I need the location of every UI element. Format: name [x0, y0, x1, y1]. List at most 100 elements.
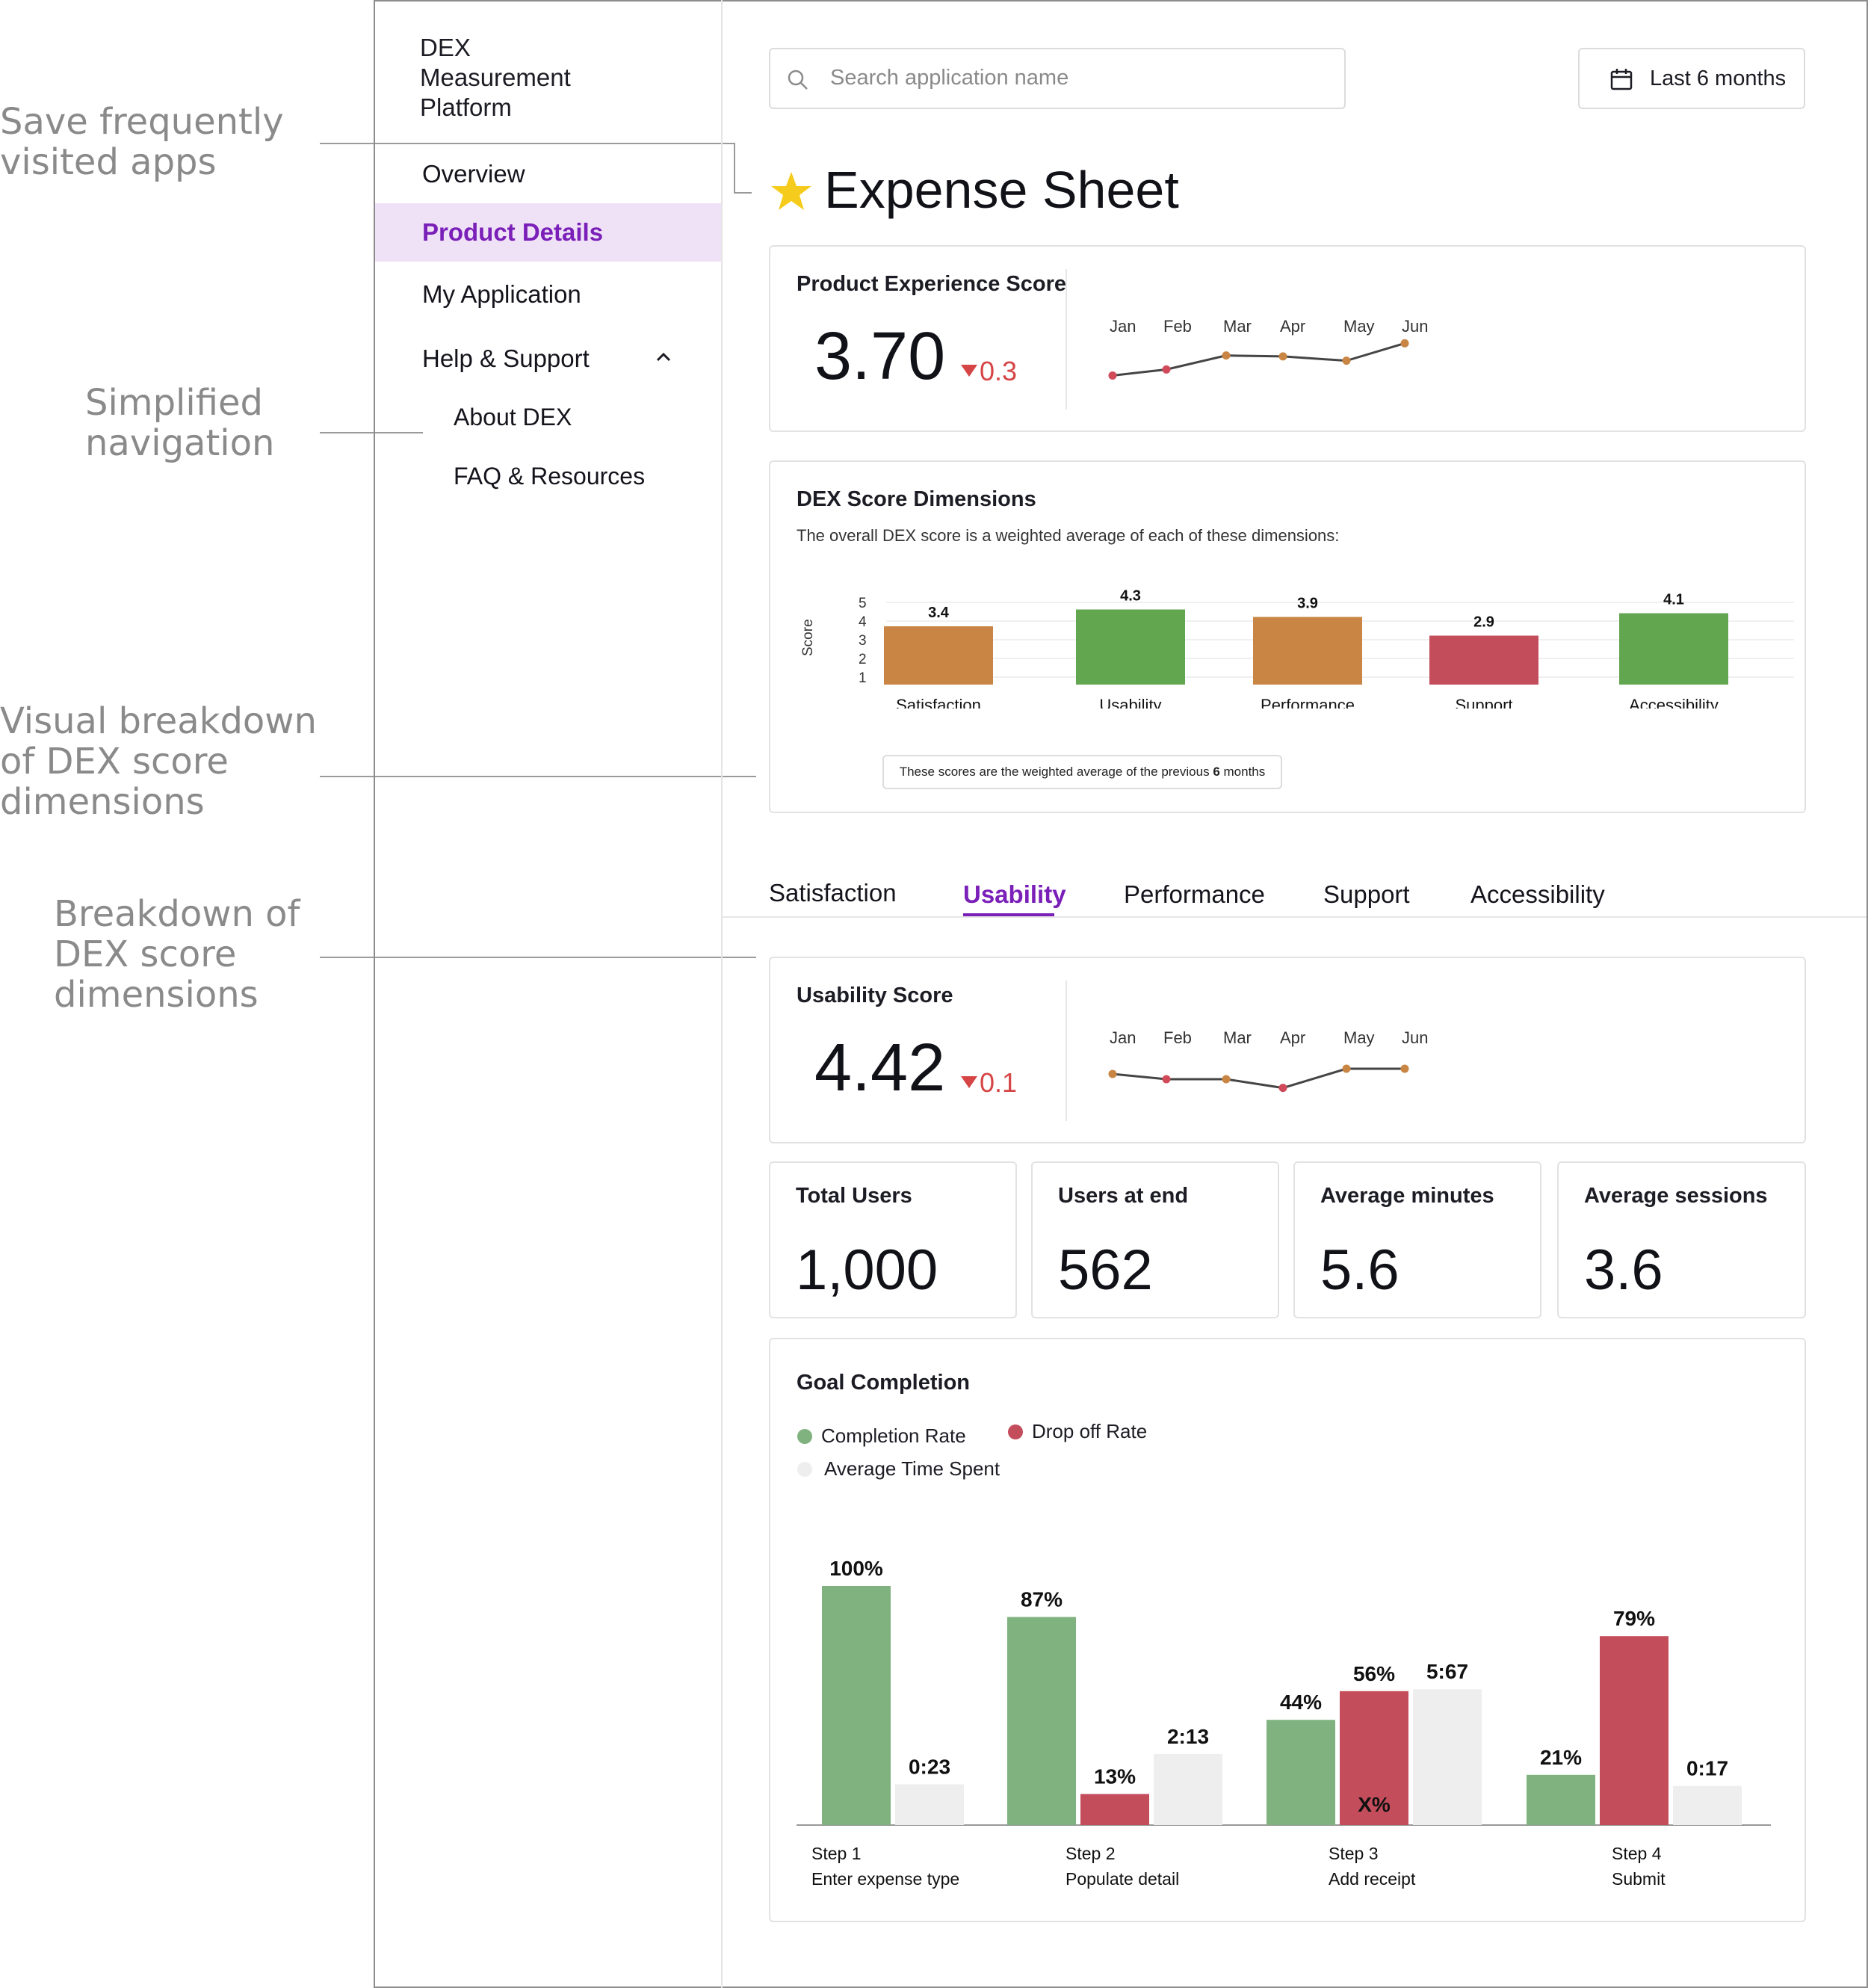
trend-point	[1342, 1064, 1351, 1073]
sidebar-divider	[721, 0, 723, 1988]
usability-trend-chart	[1108, 1064, 1409, 1093]
stat-title: Users at end	[1058, 1184, 1189, 1208]
app-frame-top	[374, 0, 1868, 1]
goal-step-label: Step 2	[1066, 1844, 1116, 1863]
annotation-line	[320, 776, 756, 777]
stat-title: Total Users	[796, 1184, 912, 1208]
trend-point	[1222, 1075, 1231, 1084]
month-label: Feb	[1163, 1028, 1192, 1047]
month-label: Jan	[1110, 1028, 1136, 1047]
calendar-icon	[1610, 69, 1633, 90]
goal-bar-drop-off-rate	[1080, 1794, 1149, 1825]
dex-bar	[884, 626, 993, 685]
pes-score: 3.70	[814, 319, 946, 394]
month-label: Jan	[1110, 317, 1136, 336]
dex-bar-value: 4.3	[1120, 588, 1141, 605]
legend-swatch	[797, 1429, 812, 1444]
y-tick-label: 4	[859, 614, 867, 630]
app-frame-bottom	[374, 1987, 1868, 1988]
tab-performance[interactable]: Performance	[1124, 880, 1265, 908]
tab-accessibility[interactable]: Accessibility	[1470, 880, 1605, 908]
trend-point	[1400, 1064, 1409, 1073]
annotation-line	[320, 957, 756, 958]
trend-point	[1108, 1069, 1117, 1078]
chart-note-suffix: months	[1219, 765, 1266, 779]
goal-bar-average-time-spent	[895, 1784, 964, 1825]
y-tick-label: 2	[859, 652, 867, 667]
brand-line: Measurement	[420, 64, 571, 91]
chevron-up-icon[interactable]	[655, 350, 672, 365]
goal-step-name: Populate detail	[1066, 1869, 1179, 1889]
month-label: Feb	[1163, 317, 1192, 336]
goal-step-name: Submit	[1612, 1869, 1666, 1889]
tab-support[interactable]: Support	[1323, 880, 1410, 908]
goal-bar-label: 13%	[1094, 1765, 1136, 1788]
annotation-save-apps: Save frequently visited apps	[0, 101, 284, 183]
search-icon	[788, 70, 808, 90]
goal-bar-completion-rate	[1527, 1774, 1595, 1825]
goal-completion-chart: 100% 0:23 Step 1 Enter expense type 87% 13% 2:…	[797, 1557, 1771, 1889]
stat-card-users-at-end: Users at end 562	[1031, 1161, 1279, 1318]
stat-value: 562	[1058, 1238, 1153, 1302]
dex-category-label: Support	[1455, 696, 1512, 709]
chart-note: These scores are the weighted average of…	[882, 755, 1282, 789]
sidebar-item-my-application[interactable]: My Application	[422, 280, 581, 308]
chart-note-prefix: These scores are the weighted average of…	[899, 765, 1213, 779]
trend-point	[1278, 1084, 1287, 1093]
goal-completion-title: Goal Completion	[797, 1371, 970, 1395]
goal-bar-label: 87%	[1021, 1588, 1063, 1611]
stat-card-average-sessions: Average sessions 3.6	[1557, 1161, 1806, 1318]
trend-point	[1222, 351, 1231, 360]
month-label: Mar	[1223, 1028, 1252, 1047]
tabs-baseline	[723, 916, 1867, 918]
annotation-visual-breakdown: Visual breakdown of DEX score dimensions	[0, 700, 317, 823]
sidebar-item-overview[interactable]: Overview	[422, 160, 525, 188]
star-icon[interactable]	[770, 170, 813, 212]
pes-card: Product Experience Score 3.70 0.3 Jan Feb…	[769, 245, 1806, 432]
date-range-button[interactable]: Last 6 months	[1578, 48, 1805, 109]
pes-delta: 0.3	[980, 356, 1018, 386]
usability-card: Usability Score 4.42 0.1 Jan Feb Mar Apr May…	[769, 957, 1806, 1143]
usability-delta: 0.1	[980, 1067, 1018, 1098]
dex-bar-value: 3.9	[1297, 596, 1318, 612]
search-input[interactable]: Search application name	[769, 48, 1346, 109]
goal-step-label: Step 4	[1612, 1844, 1662, 1863]
trend-point	[1400, 339, 1409, 348]
pes-trend-chart	[1108, 339, 1409, 380]
goal-bar-label: 56%	[1353, 1662, 1395, 1685]
goal-bar-completion-rate	[822, 1586, 891, 1825]
goal-bar-label: 79%	[1613, 1607, 1655, 1630]
usability-title: Usability Score	[797, 984, 953, 1007]
goal-bar-drop-off-rate	[1340, 1691, 1408, 1825]
goal-bar-label: 100%	[829, 1557, 883, 1580]
tab-satisfaction[interactable]: Satisfaction	[769, 879, 897, 907]
sidebar-item-help-support[interactable]: Help & Support	[422, 345, 590, 372]
tab-usability[interactable]: Usability	[963, 880, 1066, 908]
app-frame-left	[374, 0, 375, 1988]
month-label: Apr	[1280, 317, 1306, 336]
dex-dimensions-card: DEX Score Dimensions The overall DEX sco…	[769, 460, 1806, 813]
sidebar-subitem-about-dex[interactable]: About DEX	[454, 404, 572, 430]
dex-bar	[1076, 609, 1185, 685]
dex-category-label: Accessibility	[1629, 696, 1719, 709]
goal-bar-label: 0:17	[1686, 1757, 1728, 1780]
dex-bar	[1429, 635, 1538, 685]
dex-bar	[1253, 617, 1362, 685]
legend-completion-rate: Completion Rate	[821, 1424, 966, 1447]
dex-bar-value: 2.9	[1473, 614, 1494, 631]
y-tick-label: 3	[859, 633, 867, 649]
sidebar-item-product-details[interactable]: Product Details	[422, 218, 604, 246]
dex-dimensions-title: DEX Score Dimensions	[797, 487, 1036, 511]
trend-point	[1342, 356, 1351, 365]
goal-step-label: Step 3	[1329, 1844, 1379, 1863]
app-frame-right	[1867, 0, 1868, 1988]
goal-bar-completion-rate	[1007, 1617, 1076, 1825]
trend-point	[1162, 1075, 1171, 1084]
legend-swatch	[797, 1462, 812, 1477]
goal-bar-completion-rate	[1267, 1720, 1335, 1825]
trend-point	[1278, 352, 1287, 361]
date-range-label: Last 6 months	[1650, 67, 1787, 90]
nav-active-highlight	[375, 203, 721, 262]
sidebar-subitem-faq-resources[interactable]: FAQ & Resources	[454, 463, 646, 490]
y-tick-label: 5	[859, 596, 867, 611]
